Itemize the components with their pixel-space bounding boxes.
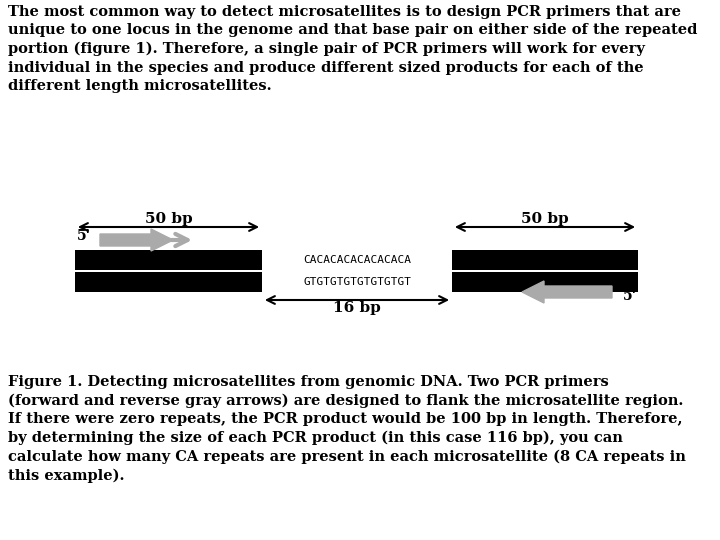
Bar — [75, 250, 262, 270]
Text: 5': 5' — [77, 229, 91, 243]
Bar — [75, 272, 262, 292]
Text: CACACACACACACACA: CACACACACACACACA — [303, 255, 411, 265]
FancyArrow shape — [522, 281, 612, 303]
FancyArrow shape — [100, 229, 173, 251]
Text: The most common way to detect microsatellites is to design PCR primers that are
: The most common way to detect microsatel… — [8, 5, 698, 93]
Text: 50 bp: 50 bp — [145, 212, 192, 226]
Text: GTGTGTGTGTGTGTGT: GTGTGTGTGTGTGTGT — [303, 277, 411, 287]
Text: Figure 1. Detecting microsatellites from genomic DNA. Two PCR primers
(forward a: Figure 1. Detecting microsatellites from… — [8, 375, 686, 483]
Text: 5': 5' — [623, 289, 637, 303]
Bar — [452, 250, 638, 270]
Bar — [452, 272, 638, 292]
Text: 50 bp: 50 bp — [521, 212, 569, 226]
Text: 16 bp: 16 bp — [333, 301, 381, 315]
